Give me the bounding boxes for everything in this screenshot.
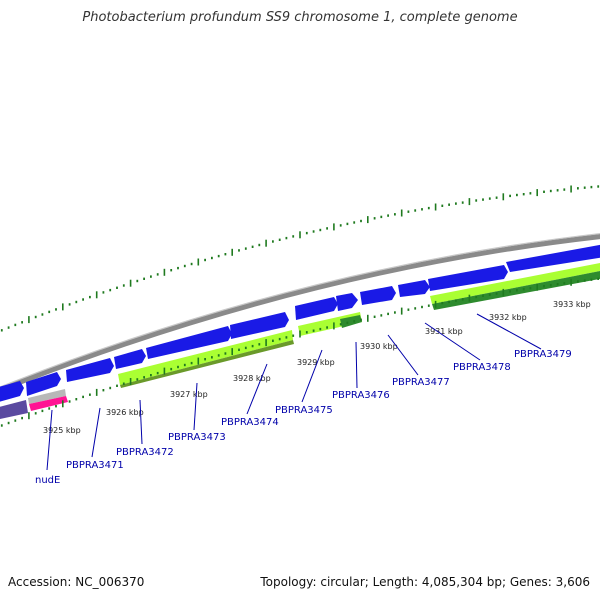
gene-label-pbpra3471[interactable]: PBPRA3471 — [66, 460, 124, 471]
gene-arrow[interactable] — [295, 297, 338, 320]
reverse-strand-genes — [0, 262, 600, 420]
gene-arrow[interactable] — [230, 312, 289, 339]
callout-line — [46, 409, 53, 471]
gene-block-lime[interactable] — [118, 330, 293, 385]
inner-dotted-ring — [0, 277, 600, 427]
gene-block-darkgreen[interactable] — [120, 340, 294, 388]
gene-block-magenta[interactable] — [29, 396, 68, 411]
gene-callouts — [46, 313, 542, 471]
gene-arrow[interactable] — [114, 349, 146, 369]
gene-label-pbpra3477[interactable]: PBPRA3477 — [392, 377, 450, 388]
gene-block-slate[interactable] — [0, 400, 28, 420]
tick-label: 3927 kbp — [170, 390, 208, 399]
callout-line — [139, 399, 143, 445]
gene-label-pbpra3474[interactable]: PBPRA3474 — [221, 417, 279, 428]
callout-line — [476, 313, 542, 350]
backbone-highlight — [0, 232, 600, 388]
backbone-line — [0, 234, 600, 393]
gene-arrow[interactable] — [398, 280, 430, 297]
tick-label: 3925 kbp — [43, 426, 81, 435]
map-title: Photobacterium profundum SS9 chromosome … — [82, 10, 518, 25]
tick-label: 3930 kbp — [360, 342, 398, 351]
outer-dotted-ring — [0, 185, 600, 332]
tick-label: 3931 kbp — [425, 327, 463, 336]
gene-arrow[interactable] — [360, 286, 396, 305]
callout-line — [355, 341, 358, 389]
tick-label: 3929 kbp — [297, 358, 335, 367]
gene-label-nude[interactable]: nudE — [35, 475, 60, 486]
gene-arrow[interactable] — [146, 326, 232, 359]
gene-label-pbpra3475[interactable]: PBPRA3475 — [275, 405, 333, 416]
gene-label-pbpra3478[interactable]: PBPRA3478 — [453, 362, 511, 373]
tick-label: 3933 kbp — [553, 300, 591, 309]
callout-line — [193, 382, 198, 431]
callout-line — [91, 407, 101, 458]
gene-block-grey[interactable] — [28, 389, 66, 404]
accession-text: Accession: NC_006370 — [8, 575, 145, 589]
callout-line — [301, 349, 323, 403]
gene-labels: nudE PBPRA3471 PBPRA3472 PBPRA3473 PBPRA… — [35, 349, 572, 486]
gene-label-pbpra3476[interactable]: PBPRA3476 — [332, 390, 390, 401]
gene-block-darkgreen[interactable] — [340, 315, 362, 328]
callout-line — [424, 322, 481, 361]
gene-label-pbpra3472[interactable]: PBPRA3472 — [116, 447, 174, 458]
gene-arrow[interactable] — [428, 265, 508, 291]
gene-arrow[interactable] — [506, 244, 600, 272]
gene-block-lime[interactable] — [430, 262, 600, 304]
gene-arrow[interactable] — [66, 358, 114, 382]
tick-label: 3932 kbp — [489, 313, 527, 322]
gene-label-pbpra3479[interactable]: PBPRA3479 — [514, 349, 572, 360]
tick-label: 3926 kbp — [106, 408, 144, 417]
genome-summary-text: Topology: circular; Length: 4,085,304 bp… — [260, 575, 590, 589]
gene-arrow[interactable] — [0, 381, 24, 403]
forward-strand-genes — [0, 244, 600, 403]
gene-arrow[interactable] — [336, 293, 358, 311]
gene-arrow[interactable] — [26, 372, 61, 396]
tick-label: 3928 kbp — [233, 374, 271, 383]
callout-line — [387, 334, 419, 376]
callout-line — [246, 363, 268, 415]
gene-label-pbpra3473[interactable]: PBPRA3473 — [168, 432, 226, 443]
scale-ticks: 3925 kbp 3926 kbp 3927 kbp 3928 kbp 3929… — [43, 300, 591, 435]
